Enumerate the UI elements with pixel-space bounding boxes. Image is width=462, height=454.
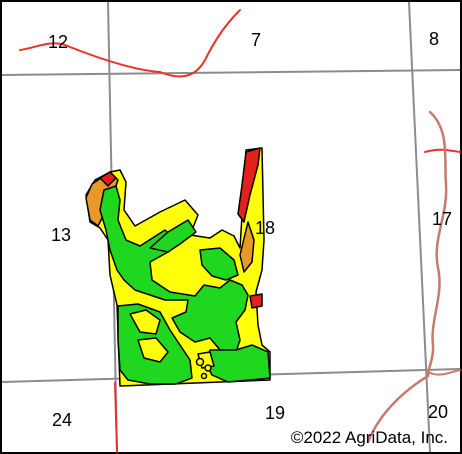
red-road-north: [19, 9, 241, 78]
section-label-7: 7: [251, 30, 262, 50]
section-label-20: 20: [428, 402, 449, 422]
section-label-19: 19: [265, 403, 286, 423]
zone-green-main: [99, 185, 249, 353]
pond-1: [195, 357, 205, 367]
section-label-12: 12: [48, 32, 69, 52]
zone-red-east: [249, 293, 263, 309]
field-zones[interactable]: [85, 147, 271, 387]
zone-green-north-lobe: [149, 219, 197, 253]
copyright-notice: ©2022 AgriData, Inc.: [290, 428, 448, 447]
red-stub-east: [424, 148, 461, 153]
brown-road-southeast: [427, 369, 461, 376]
section-label-8: 8: [429, 29, 440, 49]
brown-creek-south: [366, 374, 430, 444]
red-road-south: [114, 382, 118, 453]
zone-yellow-island-2: [137, 337, 169, 363]
section-label-13: 13: [51, 225, 72, 245]
roads: [19, 9, 461, 453]
zone-green-southeast: [204, 344, 271, 383]
zone-orange-northeast: [239, 221, 255, 273]
pond-3: [200, 372, 208, 380]
section-line-north: [1, 69, 461, 76]
zone-red-northwest: [99, 171, 117, 187]
zone-yellow-island-1: [129, 309, 161, 335]
section-label-17: 17: [432, 209, 453, 229]
pond-2: [204, 364, 212, 372]
zone-green-center: [199, 247, 239, 281]
brown-creek-east: [426, 110, 448, 378]
zone-red-northeast: [237, 147, 261, 223]
section-label-18: 18: [255, 218, 276, 238]
section-label-24: 24: [52, 410, 73, 430]
